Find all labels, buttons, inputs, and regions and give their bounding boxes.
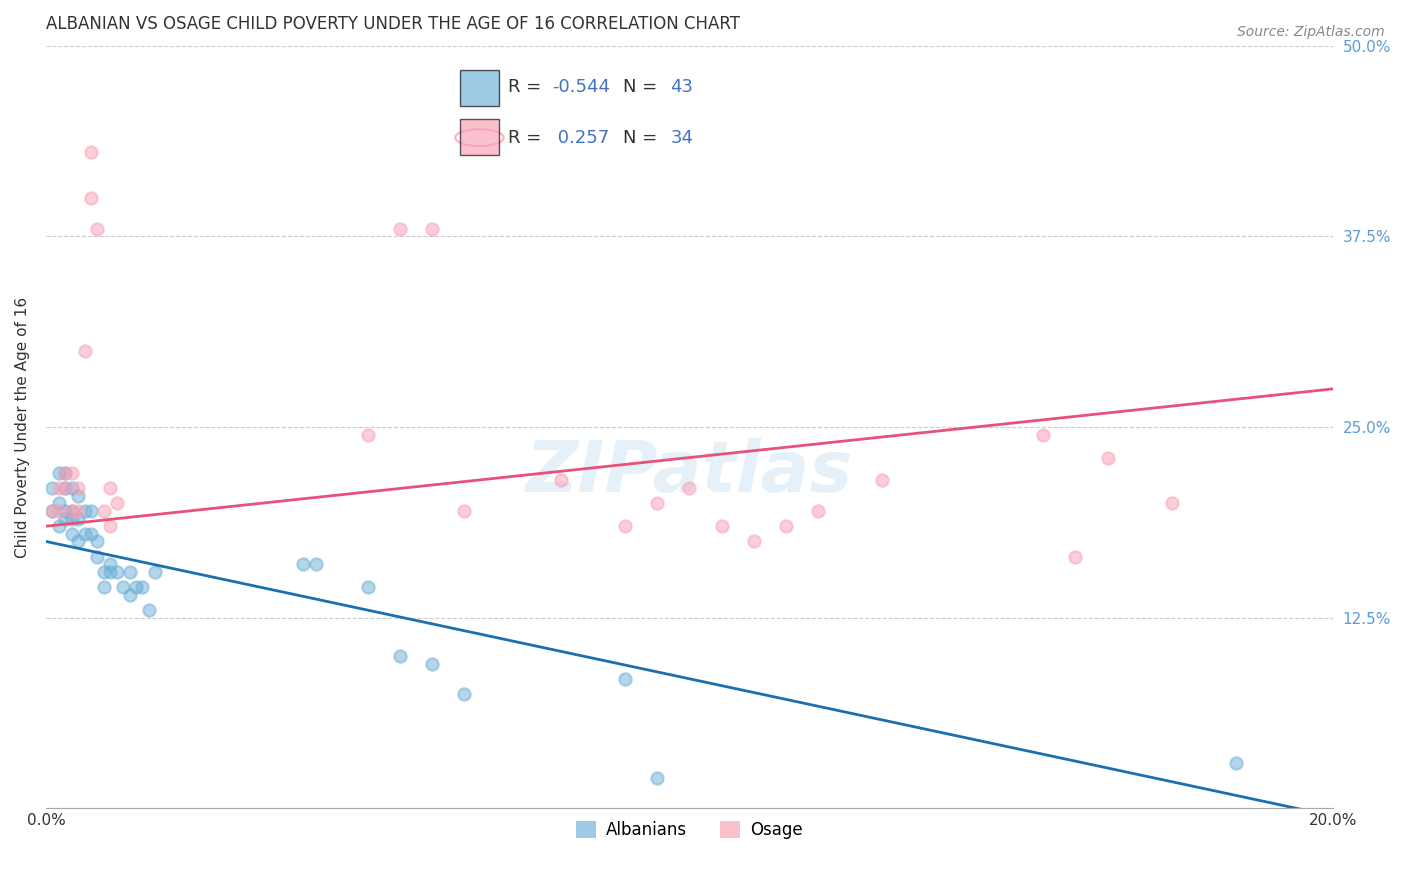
Point — [86, 549, 108, 564]
Point — [53, 504, 76, 518]
Point — [67, 511, 90, 525]
Point — [388, 221, 411, 235]
Point — [105, 565, 128, 579]
Point — [807, 504, 830, 518]
Point — [305, 558, 328, 572]
Point — [98, 481, 121, 495]
Point — [1161, 496, 1184, 510]
Point — [1032, 427, 1054, 442]
Point — [775, 519, 797, 533]
Point — [118, 565, 141, 579]
Point — [60, 511, 83, 525]
Point — [131, 580, 153, 594]
Point — [41, 481, 63, 495]
Point — [98, 519, 121, 533]
Point — [143, 565, 166, 579]
Point — [645, 771, 668, 785]
Point — [60, 466, 83, 480]
Point — [80, 145, 103, 160]
Point — [60, 526, 83, 541]
Point — [872, 474, 894, 488]
Point — [420, 657, 443, 671]
Point — [60, 504, 83, 518]
Point — [125, 580, 148, 594]
Point — [48, 519, 70, 533]
Point — [48, 481, 70, 495]
Point — [1225, 756, 1247, 770]
Point — [60, 481, 83, 495]
Text: ALBANIAN VS OSAGE CHILD POVERTY UNDER THE AGE OF 16 CORRELATION CHART: ALBANIAN VS OSAGE CHILD POVERTY UNDER TH… — [46, 15, 740, 33]
Point — [388, 648, 411, 663]
Point — [73, 526, 96, 541]
Point — [118, 588, 141, 602]
Point — [86, 534, 108, 549]
Point — [1097, 450, 1119, 465]
Point — [41, 504, 63, 518]
Point — [73, 343, 96, 358]
Point — [86, 221, 108, 235]
Point — [53, 481, 76, 495]
Point — [614, 672, 637, 686]
Point — [1064, 549, 1087, 564]
Point — [80, 191, 103, 205]
Point — [357, 427, 380, 442]
Point — [550, 474, 572, 488]
Point — [67, 504, 90, 518]
Point — [453, 504, 475, 518]
Point — [48, 466, 70, 480]
Point — [80, 504, 103, 518]
Point — [98, 558, 121, 572]
Point — [420, 221, 443, 235]
Point — [53, 466, 76, 480]
Point — [67, 489, 90, 503]
Point — [292, 558, 315, 572]
Point — [60, 504, 83, 518]
Point — [710, 519, 733, 533]
Point — [67, 481, 90, 495]
Point — [105, 496, 128, 510]
Point — [53, 466, 76, 480]
Point — [138, 603, 160, 617]
Point — [48, 504, 70, 518]
Point — [112, 580, 135, 594]
Point — [73, 504, 96, 518]
Point — [614, 519, 637, 533]
Point — [645, 496, 668, 510]
Point — [742, 534, 765, 549]
Y-axis label: Child Poverty Under the Age of 16: Child Poverty Under the Age of 16 — [15, 296, 30, 558]
Point — [93, 565, 115, 579]
Point — [93, 504, 115, 518]
Text: ZIPatlas: ZIPatlas — [526, 438, 853, 508]
Point — [67, 534, 90, 549]
Point — [453, 687, 475, 701]
Point — [53, 511, 76, 525]
Point — [93, 580, 115, 594]
Point — [41, 504, 63, 518]
Legend: Albanians, Osage: Albanians, Osage — [569, 814, 810, 846]
Point — [357, 580, 380, 594]
Point — [80, 526, 103, 541]
Point — [53, 481, 76, 495]
Point — [48, 496, 70, 510]
Point — [678, 481, 700, 495]
Point — [98, 565, 121, 579]
Text: Source: ZipAtlas.com: Source: ZipAtlas.com — [1237, 25, 1385, 39]
